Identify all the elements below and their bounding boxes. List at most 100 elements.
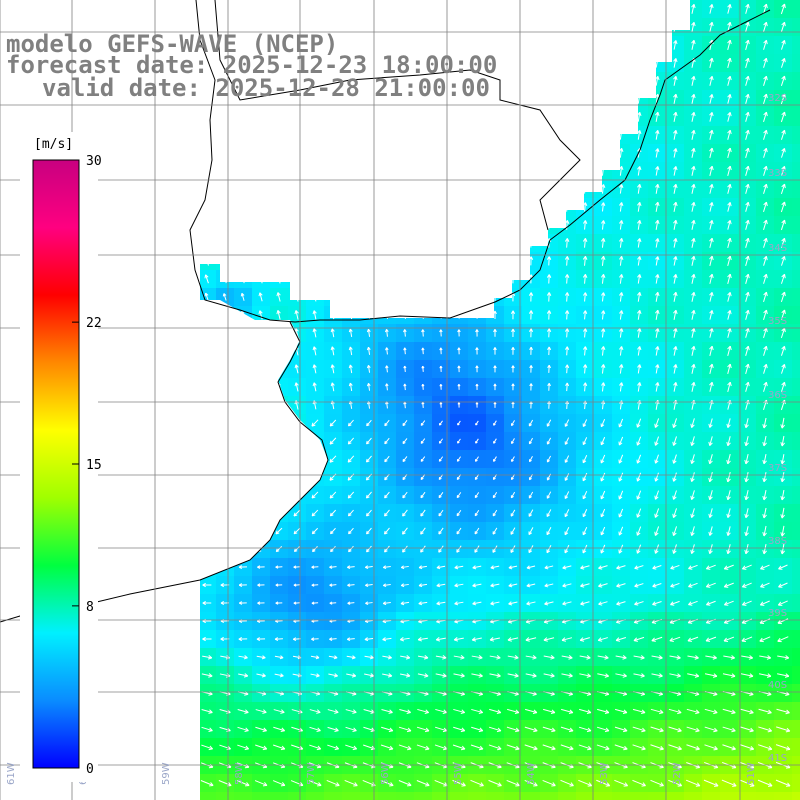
lat-label: 35S <box>768 316 787 327</box>
wind-arrow <box>510 491 516 499</box>
wind-arrow <box>744 454 749 465</box>
wind-arrow <box>582 346 588 356</box>
colorbar: [m/s] 30 22 15 8 0 <box>20 132 102 782</box>
wind-arrow <box>293 509 301 517</box>
wind-arrow <box>673 219 678 230</box>
wind-arrow <box>402 438 408 445</box>
wind-arrow <box>673 346 678 356</box>
wind-arrow <box>582 255 588 266</box>
wind-arrow <box>636 490 642 500</box>
wind-arrow <box>691 75 696 86</box>
wind-arrow <box>727 129 732 140</box>
wind-arrow <box>727 21 732 32</box>
wind-arrow <box>347 419 354 427</box>
wind-arrow <box>673 274 678 284</box>
wind-arrow <box>672 472 677 482</box>
wind-arrow <box>655 382 660 392</box>
wind-arrow <box>709 21 714 32</box>
wind-arrow <box>655 327 660 338</box>
wind-arrow <box>366 419 372 427</box>
wind-arrow <box>727 219 732 230</box>
wind-arrow <box>637 292 642 302</box>
wind-arrow <box>619 274 624 284</box>
wind-arrow <box>709 94 714 104</box>
wind-arrow <box>727 183 732 194</box>
wind-arrow <box>709 183 714 194</box>
wind-arrow <box>727 237 732 248</box>
wind-arrow <box>654 454 659 464</box>
wind-arrow <box>763 39 768 50</box>
wind-arrow <box>780 489 785 501</box>
wind-arrow <box>637 184 642 194</box>
wind-arrow <box>474 492 480 499</box>
wind-arrow <box>582 419 588 427</box>
wind-arrow <box>691 201 696 212</box>
wind-arrow <box>727 112 732 122</box>
wind-arrow <box>546 491 552 499</box>
wind-arrow <box>673 130 678 140</box>
wind-arrow <box>546 455 552 463</box>
wind-arrow <box>493 328 497 337</box>
wind-arrow <box>781 255 786 266</box>
wind-arrow <box>330 346 335 356</box>
wind-arrow <box>329 509 337 517</box>
wind-arrow <box>691 291 696 302</box>
wind-arrow <box>745 291 750 302</box>
wind-arrow <box>276 292 281 302</box>
wind-arrow <box>618 472 624 482</box>
wind-arrow <box>762 472 767 483</box>
wind-arrow <box>655 201 660 212</box>
wind-arrow <box>421 383 425 390</box>
wind-arrow <box>619 310 624 320</box>
wind-arrow <box>619 292 624 302</box>
wind-arrow <box>691 3 696 14</box>
wind-arrow <box>780 381 786 392</box>
wind-arrow <box>727 381 732 392</box>
wind-arrow <box>673 58 678 68</box>
wind-arrow <box>691 255 696 266</box>
wind-arrow <box>655 166 660 176</box>
wind-arrow <box>439 402 443 408</box>
lat-label: 33S <box>768 168 787 179</box>
wind-arrow <box>366 328 371 337</box>
wind-arrow <box>709 129 714 140</box>
wind-arrow <box>780 183 786 195</box>
wind-arrow <box>619 382 624 392</box>
wind-arrow <box>673 75 678 86</box>
wind-arrow <box>690 418 695 428</box>
wind-arrow <box>329 419 337 427</box>
wind-arrow <box>708 436 713 447</box>
wind-arrow <box>727 39 732 51</box>
wind-arrow <box>403 329 407 337</box>
wind-arrow <box>365 455 372 463</box>
wind-arrow <box>366 437 372 445</box>
wind-arrow <box>673 93 678 104</box>
wind-arrow <box>745 327 750 338</box>
wind-arrow <box>709 255 714 267</box>
wind-arrow <box>582 274 588 284</box>
wind-arrow <box>637 274 642 284</box>
wind-arrow <box>780 21 786 32</box>
wind-arrow <box>492 492 498 499</box>
wind-arrow <box>727 57 732 69</box>
wind-arrow <box>763 219 768 230</box>
wind-arrow <box>564 455 570 463</box>
wind-arrow <box>366 346 371 355</box>
wind-arrow <box>655 219 660 230</box>
wind-arrow <box>600 274 606 284</box>
wind-arrow <box>204 292 209 302</box>
wind-arrow <box>565 364 570 374</box>
wind-arrow <box>672 490 677 500</box>
wind-arrow <box>619 238 624 248</box>
wind-arrow <box>691 273 696 284</box>
wind-arrow <box>240 292 245 301</box>
wind-arrow <box>546 437 552 445</box>
wind-arrow <box>402 491 408 499</box>
wind-arrow <box>691 183 696 194</box>
wind-arrow <box>636 436 642 446</box>
wind-arrow <box>763 129 768 140</box>
wind-arrow <box>493 401 497 408</box>
wind-arrow <box>511 328 516 338</box>
wind-arrow <box>348 328 353 338</box>
lat-label: 34S <box>768 243 787 254</box>
